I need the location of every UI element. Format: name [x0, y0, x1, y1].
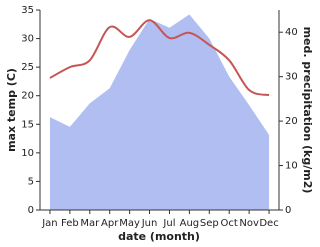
- temp-line: [49, 19, 270, 97]
- y-tick-label: 5: [28, 176, 34, 187]
- precip-area: [49, 14, 270, 211]
- x-tick-label: Jan: [41, 218, 57, 229]
- x-tick-label: Feb: [61, 218, 79, 229]
- y-tick-label: 30: [21, 34, 34, 45]
- x-tick-label: Jun: [141, 218, 158, 229]
- x-tick-label: Aug: [180, 218, 200, 229]
- y2-tick-label: 40: [285, 27, 298, 38]
- y-tick-label: 0: [28, 205, 34, 216]
- y-tick-label: 10: [21, 148, 34, 159]
- y2-tick-label: 20: [285, 116, 298, 127]
- x-tick-label: Nov: [239, 218, 259, 229]
- x-tick-label: Sep: [200, 218, 219, 229]
- y-axis-title: max temp (C): [5, 68, 18, 152]
- x-tick-label: Mar: [80, 218, 100, 229]
- y-tick-label: 35: [21, 5, 34, 16]
- x-tick-label: Dec: [259, 218, 278, 229]
- y-tick-label: 15: [21, 119, 34, 130]
- x-tick-label: May: [119, 218, 140, 229]
- y2-tick-label: 0: [285, 205, 291, 216]
- x-tick-label: Jul: [162, 218, 175, 229]
- y2-axis-title: med. precipitation (kg/m2): [301, 27, 314, 194]
- x-axis-title: date (month): [118, 230, 200, 243]
- x-tick-label: Oct: [221, 218, 238, 229]
- x-tick-label: Apr: [101, 218, 119, 229]
- y2-tick-label: 30: [285, 72, 298, 83]
- y-tick-label: 20: [21, 91, 34, 102]
- y-tick-label: 25: [21, 62, 34, 73]
- y2-tick-label: 10: [285, 161, 298, 172]
